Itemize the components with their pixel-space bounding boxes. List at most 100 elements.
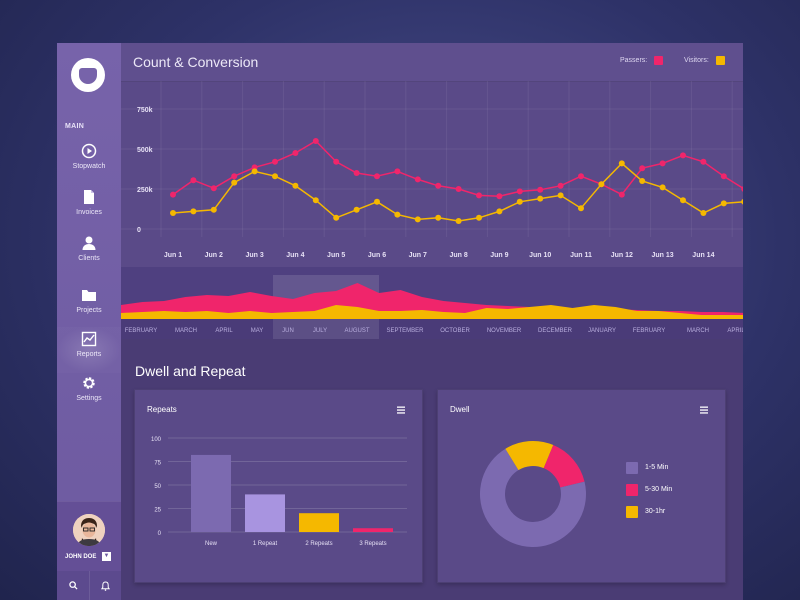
section-title: Dwell and Repeat [135, 363, 246, 379]
data-point-passers [455, 186, 462, 192]
timeline-month-label: DECEMBER [538, 328, 573, 334]
timeline-month-label: JANUARY [588, 328, 616, 334]
x-tick-label: Jun 10 [529, 252, 551, 259]
app-logo[interactable] [71, 58, 105, 92]
legend-passers-swatch [654, 56, 663, 65]
data-point-passers [210, 185, 217, 192]
x-tick-label: Jun 2 [205, 252, 223, 259]
bar-3-repeats [353, 528, 393, 532]
sidebar-item-invoices[interactable]: Invoices [57, 189, 121, 231]
data-point-visitors [353, 206, 360, 213]
data-point-visitors [455, 218, 462, 224]
chart-icon [81, 331, 97, 347]
sidebar-item-label: Settings [76, 395, 102, 402]
sidebar-item-stopwatch[interactable]: Stopwatch [57, 143, 121, 185]
donut-slice-1-5-min [479, 448, 586, 548]
chevron-down-icon: ▼ [103, 553, 110, 559]
document-icon [84, 190, 94, 204]
y-tick-label: 0 [137, 227, 141, 234]
data-point-visitors [312, 197, 319, 204]
legend-swatch-1-5-min [626, 462, 638, 474]
legend-label-5-30-min: 5-30 Min [645, 486, 673, 493]
search-icon [68, 581, 78, 590]
sidebar-section-label: MAIN [65, 123, 85, 130]
y-tick-label: 250k [137, 187, 153, 194]
data-point-passers [312, 138, 319, 144]
timeline-month-label: MARCH [175, 328, 197, 334]
notifications-button[interactable] [89, 571, 121, 600]
avatar[interactable] [73, 514, 105, 546]
y-tick-label: 750k [137, 107, 153, 114]
data-point-visitors [741, 199, 743, 205]
bar-chart[interactable]: 100 75 50 25 0 New 1 Repeat 2 Repeats 3 Repeats [135, 390, 422, 582]
data-point-passers [414, 176, 421, 183]
data-point-passers [394, 168, 401, 175]
data-point-passers [231, 173, 238, 180]
data-point-visitors [170, 210, 176, 216]
user-menu-toggle[interactable]: ▼ [102, 552, 111, 561]
sidebar-item-settings[interactable]: Settings [57, 375, 121, 417]
sidebar-item-reports[interactable]: Reports [57, 327, 121, 373]
dwell-card: Dwell 1-5 Min 5-30 Min 30-1hr [437, 389, 726, 583]
repeats-title: Repeats [147, 405, 177, 414]
data-point-visitors [578, 205, 584, 212]
line-chart[interactable]: 750k 500k 250k 0 Jun 1 Jun 2 Jun 3 Jun 4 Jun 5 Ju… [121, 81, 743, 267]
user-profile[interactable]: JOHN DOE ▼ [57, 501, 121, 572]
data-point-visitors [659, 184, 666, 191]
data-point-visitors [639, 178, 646, 184]
data-point-visitors [700, 210, 707, 216]
data-point-visitors [516, 198, 523, 205]
timeline-month-label: AUGUST [344, 328, 369, 334]
timeline-month-label: OCTOBER [440, 328, 470, 334]
legend-swatch-30-1hr [626, 506, 638, 518]
data-point-passers [618, 191, 625, 198]
timeline-month-label: NOVEMBER [487, 328, 522, 334]
page-title: Count & Conversion [133, 54, 259, 70]
data-point-visitors [476, 214, 482, 221]
timeline-month-label: JUN [282, 328, 294, 334]
legend-label-1-5-min: 1-5 Min [645, 464, 669, 471]
data-point-passers [516, 188, 523, 195]
data-point-passers [435, 182, 442, 189]
sidebar-item-label: Clients [78, 255, 100, 262]
stopwatch-icon [81, 143, 97, 159]
data-point-visitors [496, 208, 503, 215]
donut-slice-30-1hr [505, 441, 554, 471]
bar-new [191, 454, 231, 532]
x-tick-label: 1 Repeat [253, 541, 278, 547]
data-point-visitors [414, 216, 421, 223]
y-tick-label: 50 [154, 484, 161, 490]
x-tick-label: Jun 9 [490, 252, 508, 259]
gear-icon [83, 377, 95, 389]
data-point-passers [720, 173, 727, 180]
data-point-passers [353, 170, 360, 176]
x-tick-label: Jun 4 [286, 252, 304, 259]
data-point-passers [578, 173, 584, 180]
search-button[interactable] [57, 571, 90, 600]
x-tick-label: Jun 7 [409, 252, 427, 259]
timeline-month-label: JULY [313, 328, 327, 334]
legend-passers-label: Passers: [620, 57, 648, 64]
menu-icon[interactable] [700, 406, 708, 414]
sidebar: MAIN Stopwatch Invoices Clients Projects… [57, 43, 121, 600]
dwell-title: Dwell [450, 405, 470, 414]
data-point-passers [190, 177, 197, 184]
timeline-chart[interactable]: FEBRUARY MARCH APRIL MAY JUN JULY AUGUST SEPTEM… [121, 267, 745, 339]
legend-label-30-1hr: 30-1hr [645, 508, 666, 515]
menu-icon[interactable] [397, 406, 405, 414]
x-tick-label: New [205, 541, 218, 547]
donut-chart[interactable] [438, 390, 725, 582]
sidebar-item-clients[interactable]: Clients [57, 235, 121, 277]
data-point-passers [537, 186, 544, 193]
sidebar-item-projects[interactable]: Projects [57, 287, 121, 329]
data-point-visitors [251, 168, 258, 175]
x-tick-label: Jun 14 [692, 252, 714, 259]
timeline-month-label: APRIL [215, 328, 233, 334]
y-tick-label: 0 [158, 531, 162, 537]
series-line-visitors [172, 162, 743, 222]
data-point-passers [374, 173, 380, 180]
folder-icon [82, 290, 96, 301]
legend-swatch-5-30-min [626, 484, 638, 496]
timeline-selection-axis [273, 319, 379, 339]
timeline-navigator[interactable]: FEBRUARY MARCH APRIL MAY JUN JULY AUGUST SEPTEM… [121, 267, 745, 339]
